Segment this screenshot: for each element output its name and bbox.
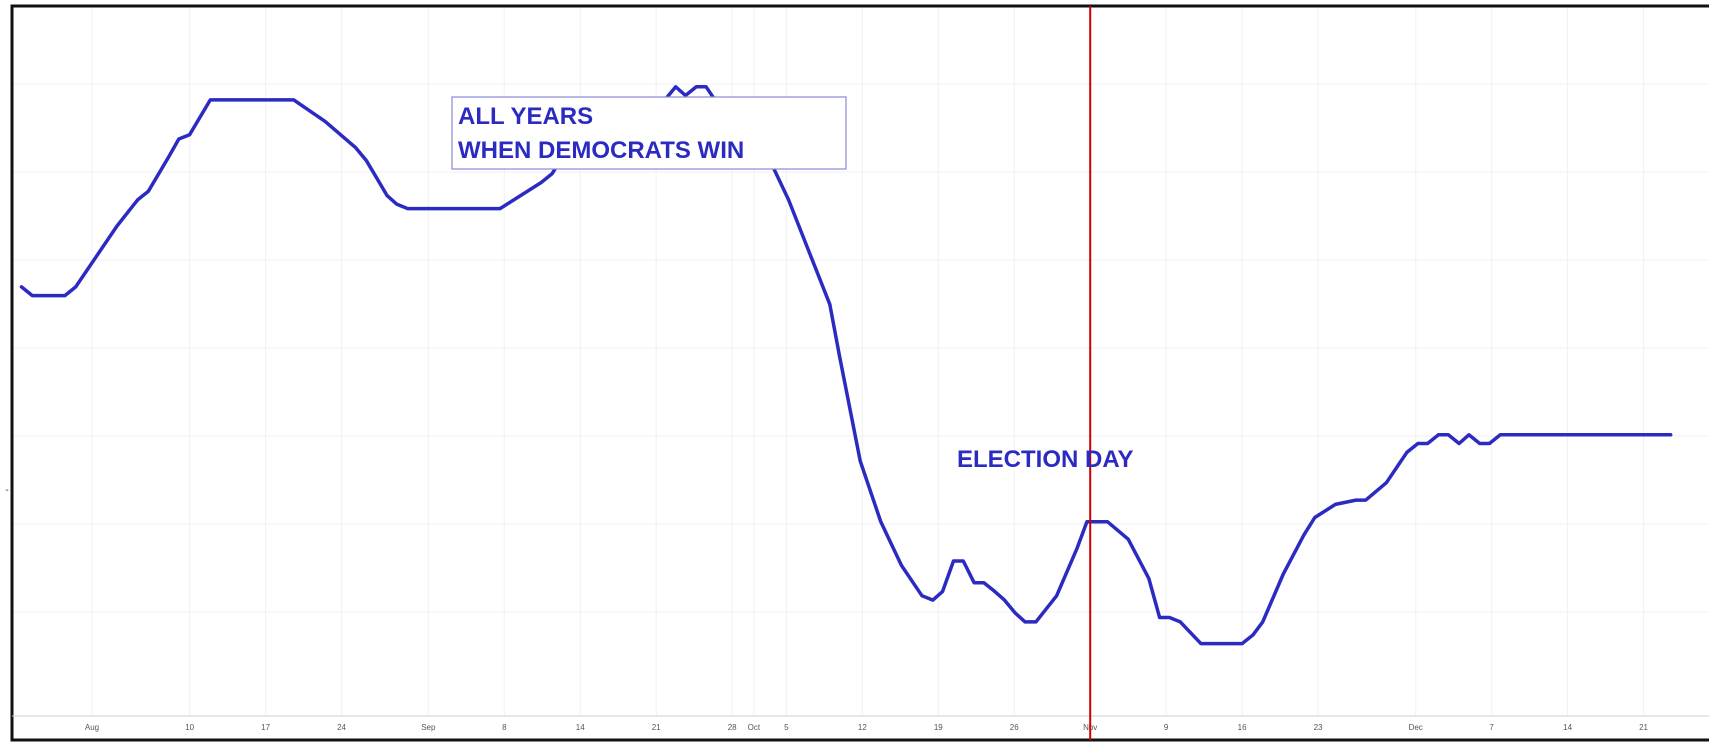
gridlines — [12, 6, 1709, 716]
legend-text-line-1: ALL YEARS — [458, 103, 593, 130]
x-tick-label: 7 — [1489, 723, 1494, 732]
x-tick-label: 9 — [1164, 723, 1169, 732]
x-tick-label: 21 — [652, 723, 661, 732]
x-tick-label: 16 — [1238, 723, 1247, 732]
x-tick-label: 28 — [728, 723, 737, 732]
x-tick-label: 21 — [1639, 723, 1648, 732]
election-day-label: ELECTION DAY — [957, 446, 1133, 473]
x-tick-label: 12 — [858, 723, 867, 732]
x-tick-label: 5 — [784, 723, 789, 732]
x-tick-label: Aug — [85, 723, 99, 732]
x-tick-label: 14 — [1563, 723, 1572, 732]
series-line — [19, 85, 1673, 646]
series-layer — [19, 85, 1673, 646]
x-tick-label: Sep — [421, 723, 436, 732]
x-tick-label: 8 — [502, 723, 507, 732]
x-tick-label: Dec — [1409, 723, 1423, 732]
x-tick-label: 23 — [1314, 723, 1323, 732]
x-tick-label: 19 — [934, 723, 943, 732]
x-tick-label: 10 — [185, 723, 194, 732]
legend-border — [451, 96, 847, 170]
plot-frame — [10, 4, 1709, 742]
x-tick-label: 14 — [576, 723, 585, 732]
x-tick-label: 17 — [261, 723, 270, 732]
x-tick-label: 26 — [1010, 723, 1019, 732]
x-tick-label: 24 — [337, 723, 346, 732]
x-axis-ticks: Aug101724Sep8142128Oct5121926Nov91623Dec… — [12, 715, 1709, 732]
legend-box: ALL YEARS WHEN DEMOCRATS WIN — [451, 96, 847, 170]
legend-text-line-2: WHEN DEMOCRATS WIN — [458, 137, 744, 164]
x-tick-label: Oct — [748, 723, 761, 732]
y-axis-tick-label: - — [5, 485, 8, 496]
